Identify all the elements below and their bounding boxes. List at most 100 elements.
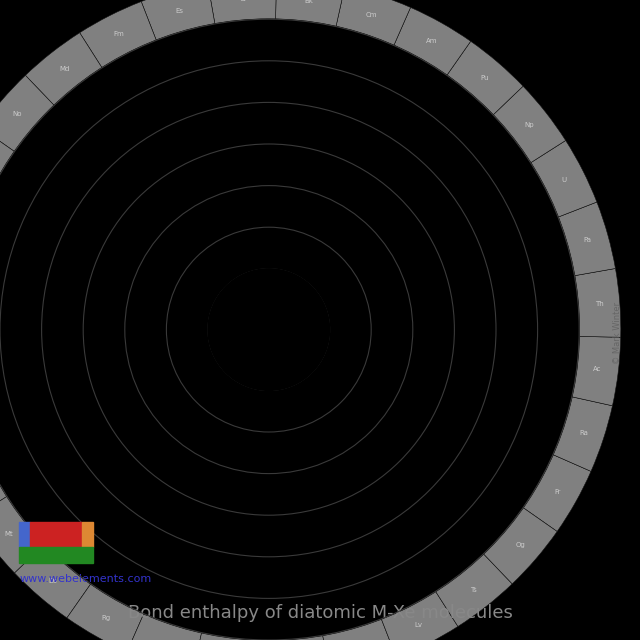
Text: Na: Na bbox=[404, 405, 420, 415]
Text: Er: Er bbox=[134, 68, 141, 74]
Wedge shape bbox=[83, 103, 147, 166]
Text: Ts: Ts bbox=[470, 587, 477, 593]
Text: Np: Np bbox=[525, 122, 534, 128]
Text: Os: Os bbox=[6, 458, 15, 463]
Text: Hg: Hg bbox=[174, 602, 184, 608]
Text: Lu: Lu bbox=[12, 184, 20, 191]
Wedge shape bbox=[421, 404, 477, 460]
Text: Lv: Lv bbox=[415, 622, 422, 628]
Wedge shape bbox=[19, 412, 77, 474]
Text: Ac: Ac bbox=[593, 366, 602, 372]
Wedge shape bbox=[211, 552, 264, 598]
Wedge shape bbox=[455, 421, 515, 484]
Wedge shape bbox=[531, 140, 597, 217]
Text: Ge: Ge bbox=[278, 531, 291, 540]
Wedge shape bbox=[336, 0, 411, 45]
Text: Nb: Nb bbox=[47, 204, 59, 212]
Wedge shape bbox=[531, 335, 579, 397]
Text: Ho: Ho bbox=[186, 48, 196, 54]
Text: Dy: Dy bbox=[242, 38, 252, 44]
Text: O: O bbox=[320, 435, 329, 445]
Text: Rg: Rg bbox=[102, 615, 111, 621]
Wedge shape bbox=[377, 45, 447, 109]
Wedge shape bbox=[391, 493, 454, 556]
Wedge shape bbox=[83, 166, 140, 223]
Wedge shape bbox=[477, 379, 531, 438]
Wedge shape bbox=[0, 427, 42, 497]
Wedge shape bbox=[7, 474, 75, 544]
Wedge shape bbox=[401, 361, 450, 404]
Wedge shape bbox=[0, 152, 49, 221]
Text: Cs: Cs bbox=[517, 468, 525, 475]
Wedge shape bbox=[275, 19, 336, 67]
Wedge shape bbox=[493, 86, 566, 163]
Wedge shape bbox=[394, 8, 470, 76]
Text: Md: Md bbox=[59, 66, 70, 72]
Text: Mn: Mn bbox=[57, 300, 70, 309]
Text: Mo: Mo bbox=[26, 248, 40, 257]
Text: In: In bbox=[235, 572, 243, 580]
Wedge shape bbox=[228, 470, 266, 515]
Text: Sb: Sb bbox=[330, 564, 341, 573]
Wedge shape bbox=[0, 324, 45, 376]
Wedge shape bbox=[45, 362, 96, 412]
Wedge shape bbox=[321, 451, 369, 502]
Wedge shape bbox=[207, 0, 276, 24]
Wedge shape bbox=[558, 202, 616, 276]
Wedge shape bbox=[515, 388, 572, 454]
Text: S: S bbox=[340, 472, 347, 482]
Wedge shape bbox=[323, 619, 396, 640]
Text: Og: Og bbox=[515, 542, 525, 548]
Wedge shape bbox=[447, 41, 523, 115]
Wedge shape bbox=[265, 472, 301, 515]
Text: Fm: Fm bbox=[114, 31, 124, 37]
Wedge shape bbox=[47, 238, 99, 289]
Wedge shape bbox=[91, 550, 161, 614]
Text: Bk: Bk bbox=[304, 0, 313, 4]
Text: Pu: Pu bbox=[480, 76, 489, 81]
Text: U: U bbox=[562, 177, 567, 183]
Text: Rb: Rb bbox=[479, 447, 491, 456]
Wedge shape bbox=[287, 425, 321, 472]
Text: Te: Te bbox=[376, 547, 386, 556]
Text: La: La bbox=[552, 361, 561, 367]
Text: K: K bbox=[445, 426, 452, 435]
Text: Th: Th bbox=[595, 301, 604, 307]
Text: Ba: Ba bbox=[540, 417, 548, 422]
Text: I: I bbox=[420, 520, 423, 529]
Text: Zn: Zn bbox=[129, 482, 140, 491]
Wedge shape bbox=[127, 614, 202, 640]
Wedge shape bbox=[263, 554, 316, 598]
Wedge shape bbox=[519, 217, 575, 283]
Wedge shape bbox=[67, 584, 144, 640]
Wedge shape bbox=[316, 580, 381, 636]
Wedge shape bbox=[423, 76, 493, 144]
Wedge shape bbox=[463, 115, 531, 185]
Text: Po: Po bbox=[396, 585, 404, 591]
Text: Yb: Yb bbox=[45, 138, 53, 144]
Text: Cd: Cd bbox=[101, 513, 113, 522]
Text: Sc: Sc bbox=[136, 163, 147, 172]
Wedge shape bbox=[77, 429, 135, 486]
Wedge shape bbox=[366, 556, 436, 619]
Wedge shape bbox=[0, 262, 6, 324]
Text: Ag: Ag bbox=[68, 478, 79, 487]
Wedge shape bbox=[436, 554, 512, 627]
Wedge shape bbox=[426, 460, 489, 524]
Text: Ar: Ar bbox=[388, 432, 400, 442]
Text: Pd: Pd bbox=[42, 437, 53, 446]
Text: P: P bbox=[310, 483, 317, 493]
Circle shape bbox=[208, 269, 330, 390]
Wedge shape bbox=[0, 271, 47, 324]
Text: Be: Be bbox=[379, 363, 393, 373]
Text: Ir: Ir bbox=[38, 506, 44, 511]
Wedge shape bbox=[553, 397, 612, 472]
Text: Zr: Zr bbox=[76, 164, 86, 173]
Text: Cm: Cm bbox=[366, 12, 378, 18]
Wedge shape bbox=[214, 227, 371, 388]
Wedge shape bbox=[301, 502, 351, 554]
Wedge shape bbox=[369, 412, 421, 463]
Wedge shape bbox=[54, 68, 124, 136]
Wedge shape bbox=[351, 521, 413, 580]
Text: As: As bbox=[319, 524, 330, 533]
